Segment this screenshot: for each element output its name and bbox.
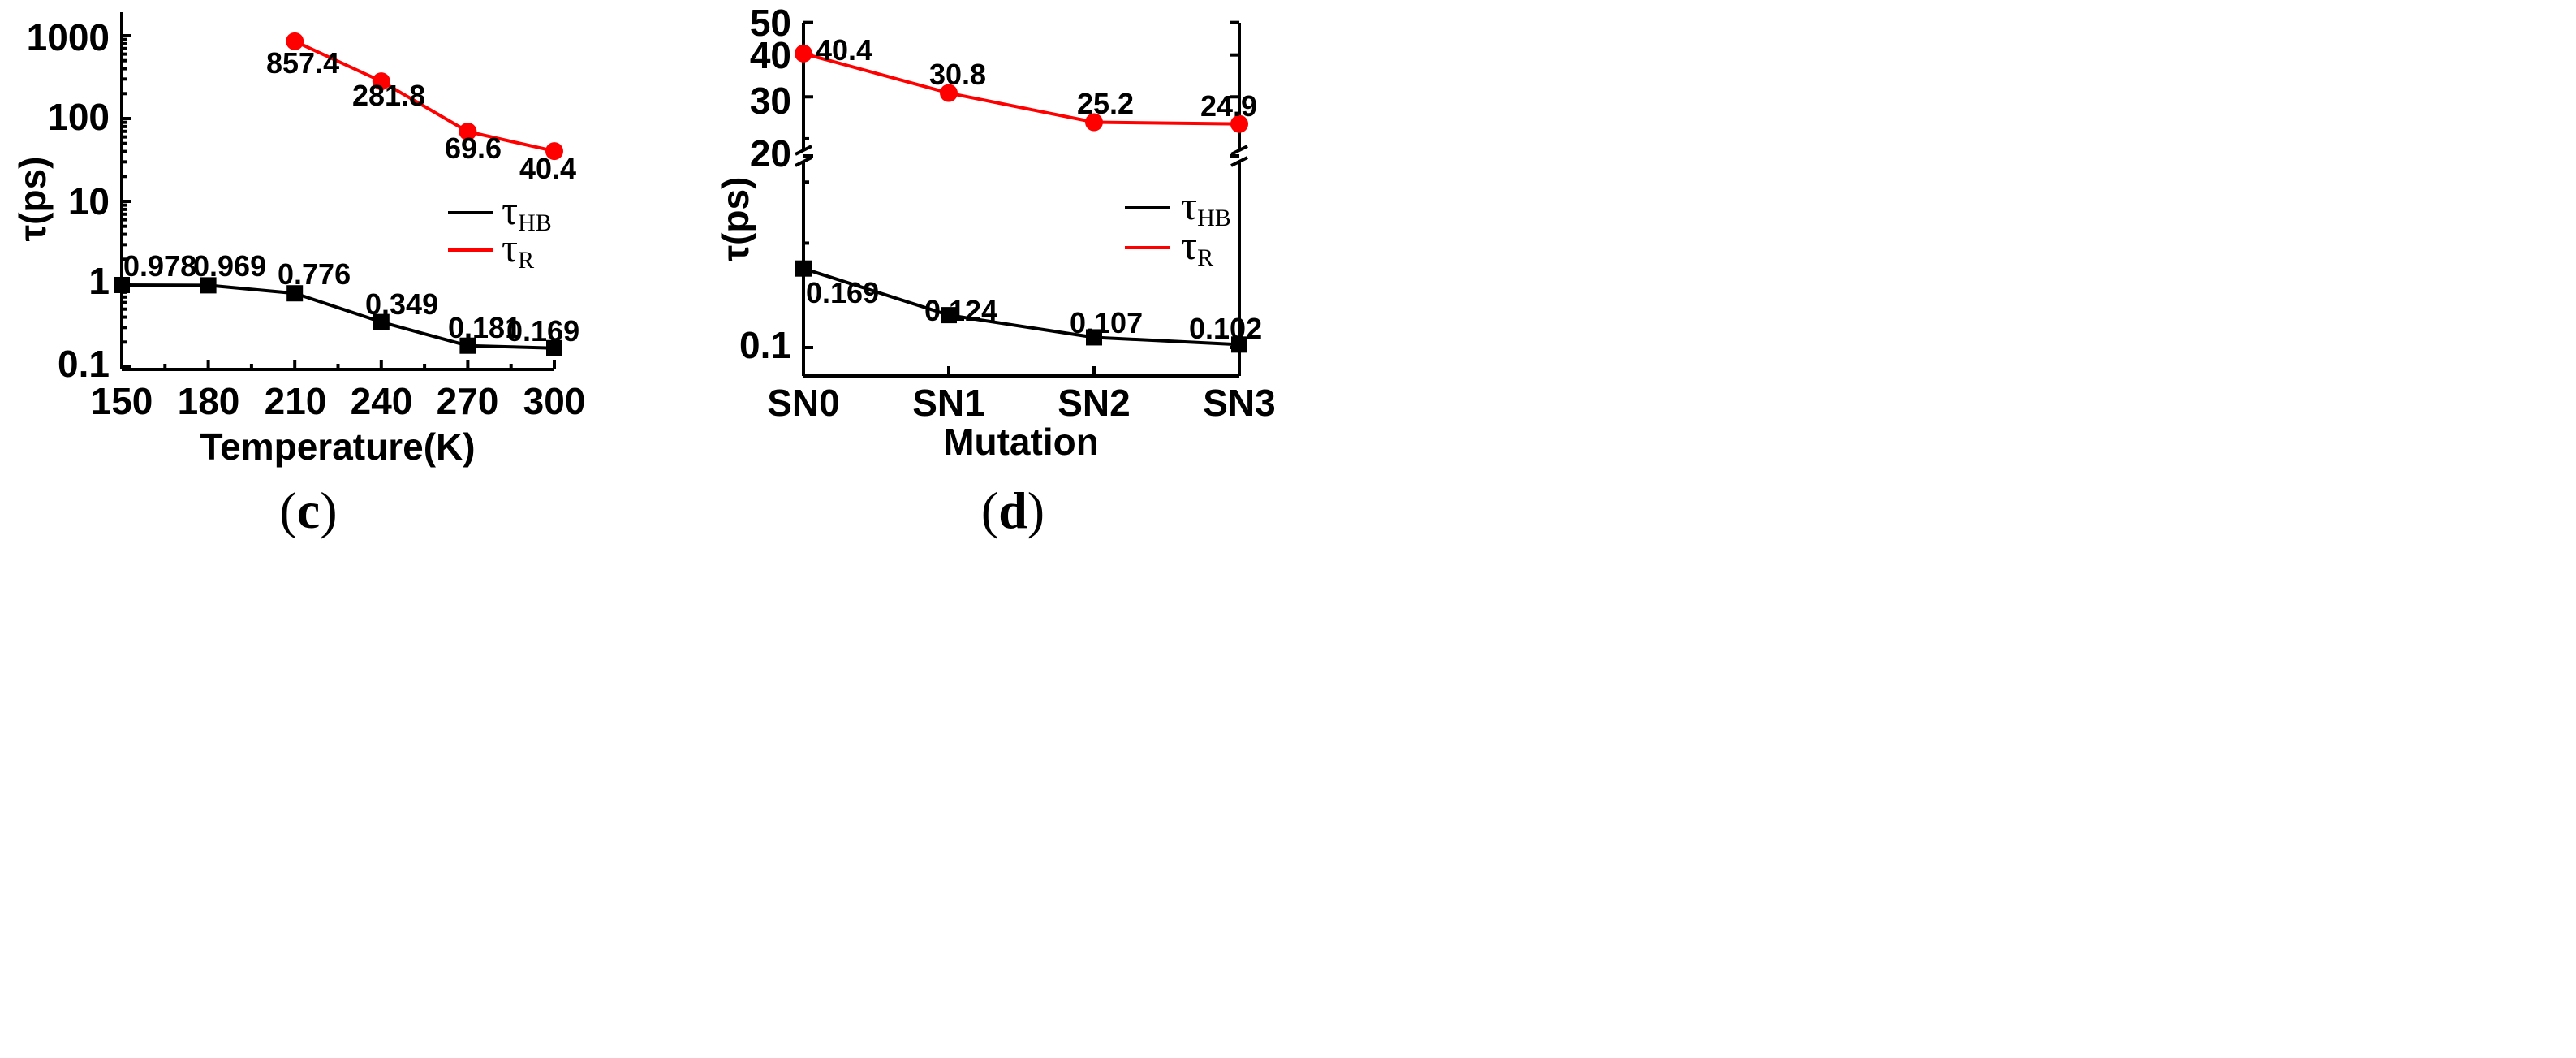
chart-d-data-labels: 0.169 0.124 0.107 0.102 40.4 30.8 25.2 2… bbox=[806, 33, 1262, 345]
c-legend-item-hb: τHB bbox=[448, 188, 552, 236]
c-label-hb-2: 0.776 bbox=[278, 257, 351, 291]
d-point-r bbox=[940, 84, 958, 102]
chart-c-x-ticks bbox=[120, 360, 556, 369]
c-legend-label-hb: τHB bbox=[502, 188, 552, 236]
c-y-tick-label: 0.1 bbox=[58, 343, 110, 385]
d-label-r-3: 24.9 bbox=[1200, 89, 1257, 123]
d-point-hb bbox=[941, 307, 957, 324]
d-label-hb-2: 0.107 bbox=[1070, 306, 1143, 339]
c-label-r-2: 69.6 bbox=[445, 132, 502, 165]
c-label-hb-1: 0.969 bbox=[193, 249, 266, 283]
c-y-tick-label: 1 bbox=[88, 260, 110, 302]
c-point-r bbox=[545, 142, 563, 161]
d-point-r bbox=[1085, 113, 1103, 132]
d-series-line-r bbox=[803, 51, 1240, 126]
d-point-r bbox=[1230, 114, 1248, 133]
c-point-hb bbox=[114, 276, 130, 293]
c-label-r-3: 40.4 bbox=[519, 152, 576, 185]
c-point-hb bbox=[200, 277, 217, 294]
d-axis-break-right bbox=[1230, 156, 1248, 167]
d-y-tick-label: 40 bbox=[750, 34, 791, 76]
c-y-tick-label: 10 bbox=[68, 180, 110, 222]
c-x-tick-label: 270 bbox=[437, 380, 499, 422]
chart-d-frame bbox=[802, 23, 1241, 378]
chart-c-data-labels: 0.978 0.969 0.776 0.349 0.181 0.169 857.… bbox=[123, 46, 579, 348]
d-label-hb-1: 0.124 bbox=[924, 294, 997, 327]
d-y-tick-label: 0.1 bbox=[739, 324, 791, 366]
c-label-hb-4: 0.181 bbox=[448, 311, 521, 344]
d-y-tick-label: 30 bbox=[750, 80, 791, 122]
c-label-r-0: 857.4 bbox=[266, 46, 339, 80]
d-x-tick-label: SN0 bbox=[767, 382, 839, 424]
chart-d-x-tick-labels: SN0 SN1 SN2 SN3 bbox=[767, 382, 1275, 424]
d-label-hb-3: 0.102 bbox=[1189, 312, 1262, 345]
chart-d-axis-breaks bbox=[795, 145, 1248, 167]
panel-label-c: (c) bbox=[279, 481, 337, 539]
c-legend-label-r: τR bbox=[502, 225, 534, 274]
c-x-tick-label: 210 bbox=[265, 380, 327, 422]
chart-c-x-axis-title: Temperature(K) bbox=[200, 425, 475, 468]
d-point-hb bbox=[1231, 336, 1247, 353]
chart-d-legend: τHB τR bbox=[1125, 183, 1231, 271]
c-label-r-1: 281.8 bbox=[352, 79, 425, 112]
c-x-tick-label: 180 bbox=[178, 380, 240, 422]
c-x-tick-label: 300 bbox=[523, 380, 586, 422]
c-x-tick-label: 150 bbox=[91, 380, 153, 422]
d-x-tick-label: SN1 bbox=[912, 382, 984, 424]
d-label-r-0: 40.4 bbox=[816, 33, 872, 67]
d-axis-break-left bbox=[795, 145, 812, 156]
d-axis-break-left bbox=[795, 156, 812, 167]
d-label-r-1: 30.8 bbox=[929, 58, 986, 91]
c-label-hb-0: 0.978 bbox=[123, 249, 196, 283]
d-y-tick-label: 20 bbox=[750, 132, 791, 175]
c-y-tick-label: 1000 bbox=[27, 16, 110, 58]
chart-d-x-ticks bbox=[802, 366, 1241, 376]
d-label-r-2: 25.2 bbox=[1077, 87, 1134, 120]
c-point-hb bbox=[373, 313, 390, 330]
chart-d-y-tick-labels: 50 40 30 20 0.1 bbox=[739, 2, 791, 366]
chart-c-y-axis-title: τ(ps) bbox=[11, 157, 54, 242]
chart-c-legend: τHB τR bbox=[448, 188, 552, 274]
d-point-r bbox=[795, 44, 812, 63]
c-legend-item-r: τR bbox=[448, 225, 534, 274]
d-legend-item-hb: τHB bbox=[1125, 183, 1231, 231]
c-series-line-hb bbox=[121, 283, 555, 350]
panel-label-d: (d) bbox=[981, 481, 1045, 539]
c-point-hb bbox=[286, 285, 304, 302]
d-x-tick-label: SN2 bbox=[1058, 382, 1130, 424]
chart-d-x-axis-title: Mutation bbox=[943, 421, 1099, 463]
chart-c: 1000 100 10 1 0.1 150 180 210 240 270 30… bbox=[11, 12, 585, 468]
chart-c-data-marks bbox=[114, 32, 563, 356]
c-point-hb bbox=[546, 339, 562, 356]
d-legend-item-r: τR bbox=[1125, 222, 1213, 271]
c-point-r bbox=[372, 72, 390, 91]
c-label-hb-3: 0.349 bbox=[365, 287, 438, 321]
d-point-hb bbox=[795, 260, 812, 277]
d-axis-break-right bbox=[1230, 145, 1248, 156]
d-x-tick-label: SN3 bbox=[1203, 382, 1275, 424]
chart-d: 50 40 30 20 0.1 SN0 SN1 SN2 SN3 Mutation… bbox=[714, 2, 1276, 463]
c-y-tick-label: 100 bbox=[47, 96, 110, 138]
c-series-line-r bbox=[294, 39, 555, 153]
chart-d-data-marks bbox=[795, 44, 1248, 353]
d-series-line-hb bbox=[803, 266, 1240, 347]
d-legend-label-hb: τHB bbox=[1181, 183, 1231, 231]
c-point-r bbox=[459, 123, 477, 141]
c-point-r bbox=[286, 32, 304, 50]
chart-c-y-tick-labels: 1000 100 10 1 0.1 bbox=[27, 16, 110, 385]
chart-d-y-axis-title: τ(ps) bbox=[714, 177, 756, 262]
d-label-hb-0: 0.169 bbox=[806, 276, 879, 309]
chart-c-x-tick-labels: 150 180 210 240 270 300 bbox=[91, 380, 586, 422]
d-y-tick-label: 50 bbox=[750, 2, 791, 44]
c-point-hb bbox=[459, 337, 476, 354]
d-legend-label-r: τR bbox=[1181, 222, 1213, 271]
d-point-hb bbox=[1086, 329, 1102, 346]
c-x-tick-label: 240 bbox=[351, 380, 413, 422]
c-label-hb-5: 0.169 bbox=[506, 314, 579, 348]
